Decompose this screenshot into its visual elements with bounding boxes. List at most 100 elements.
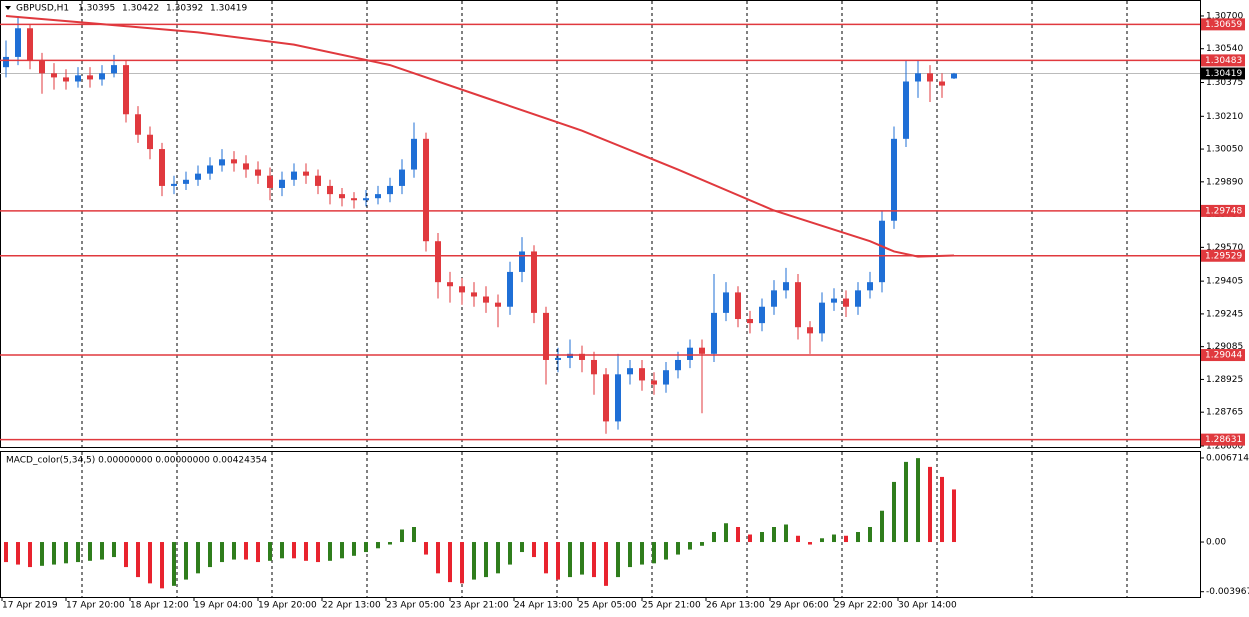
macd-bar xyxy=(100,542,104,560)
macd-bar xyxy=(160,542,164,589)
candle-body xyxy=(927,73,933,82)
macd-bar xyxy=(112,542,116,558)
x-tick-label: 25 Apr 21:00 xyxy=(642,601,701,611)
macd-bar xyxy=(412,527,416,543)
candle-body xyxy=(663,370,669,385)
candle-body xyxy=(15,28,21,57)
candle-body xyxy=(759,306,765,324)
macd-bar xyxy=(952,489,956,543)
candle-body xyxy=(135,114,141,135)
macd-bar xyxy=(844,535,848,543)
macd-bar xyxy=(940,476,944,543)
y-tick-label: 1.29085 xyxy=(1206,342,1243,352)
macd-bar xyxy=(184,542,188,580)
macd-bar xyxy=(808,542,812,545)
candle-body xyxy=(159,149,165,186)
candle-body xyxy=(507,271,513,307)
macd-bar xyxy=(532,542,536,558)
candle-body xyxy=(615,374,621,422)
macd-bar xyxy=(88,542,92,561)
macd-bar xyxy=(460,542,464,584)
candle-body xyxy=(3,56,9,68)
macd-bar xyxy=(64,542,68,564)
candle-body xyxy=(279,179,285,188)
macd-bar xyxy=(736,527,740,543)
macd-bar xyxy=(472,542,476,580)
candle-body xyxy=(387,185,393,195)
level-label-bg xyxy=(1201,349,1245,362)
candle-body xyxy=(99,73,105,80)
candle-body xyxy=(399,169,405,186)
macd-bar xyxy=(568,542,572,578)
macd-bar xyxy=(688,542,692,550)
candle-body xyxy=(339,194,345,199)
macd-bar xyxy=(292,542,296,559)
candle-body xyxy=(627,368,633,375)
macd-bar xyxy=(340,542,344,559)
macd-bar xyxy=(40,542,44,566)
candle-body xyxy=(423,138,429,242)
candle-body xyxy=(555,357,561,360)
candle-body xyxy=(699,347,705,354)
ohlc-value: 1.30395 xyxy=(78,4,115,14)
candle-body xyxy=(867,282,873,291)
candle-body xyxy=(327,185,333,195)
level-label: 1.28631 xyxy=(1205,435,1242,445)
macd-bar xyxy=(148,542,152,584)
candle-body xyxy=(459,286,465,293)
candle-body xyxy=(363,198,369,201)
candle-body xyxy=(603,374,609,422)
macd-bar xyxy=(244,542,248,560)
candle-body xyxy=(951,73,957,79)
level-label: 1.29044 xyxy=(1205,351,1242,361)
menu-arrow[interactable] xyxy=(5,6,11,10)
y-tick-label: 1.28765 xyxy=(1206,408,1243,418)
candle-body xyxy=(471,292,477,297)
macd-bar xyxy=(832,534,836,543)
macd-bar xyxy=(76,542,80,563)
macd-bar xyxy=(52,542,56,565)
macd-bar xyxy=(208,542,212,568)
macd-bar xyxy=(328,542,332,561)
x-tick-label: 17 Apr 2019 xyxy=(2,601,58,611)
candle-body xyxy=(855,290,861,307)
candle-body xyxy=(39,61,45,74)
candle-body xyxy=(243,163,249,170)
candle-body xyxy=(771,290,777,307)
candle-body xyxy=(63,77,69,82)
macd-bar xyxy=(124,542,128,568)
candle-body xyxy=(375,194,381,199)
candle-body xyxy=(819,302,825,334)
macd-bar xyxy=(916,458,920,543)
macd-bar xyxy=(388,542,392,545)
candle-body xyxy=(795,282,801,328)
level-label: 1.29529 xyxy=(1205,251,1242,261)
candle-body xyxy=(915,73,921,82)
y-tick-label: 1.29570 xyxy=(1206,243,1243,253)
candle-body xyxy=(807,327,813,334)
macd-bar xyxy=(592,542,596,578)
candle-body xyxy=(783,282,789,291)
ohlc-value: 1.30419 xyxy=(210,4,247,14)
macd-bar xyxy=(604,542,608,586)
macd-bar xyxy=(484,542,488,578)
candle-body xyxy=(351,198,357,201)
x-tick-label: 19 Apr 04:00 xyxy=(194,601,253,611)
candle-body xyxy=(231,159,237,164)
macd-bar xyxy=(700,542,704,546)
macd-bar xyxy=(664,542,668,560)
candle-body xyxy=(543,312,549,360)
y-tick-label: 1.30050 xyxy=(1206,145,1243,155)
macd-bar xyxy=(544,542,548,574)
x-tick-label: 23 Apr 21:00 xyxy=(450,601,509,611)
candle-body xyxy=(75,75,81,82)
y-tick-label: 1.28925 xyxy=(1206,375,1243,385)
candle-body xyxy=(903,81,909,139)
y-tick-label: 1.28600 xyxy=(1206,441,1243,451)
x-tick-label: 17 Apr 20:00 xyxy=(66,601,125,611)
macd-bar xyxy=(16,542,20,565)
macd-bar xyxy=(316,542,320,563)
level-label-bg xyxy=(1201,18,1245,31)
candle-body xyxy=(675,359,681,371)
x-tick-label: 30 Apr 14:00 xyxy=(898,601,957,611)
